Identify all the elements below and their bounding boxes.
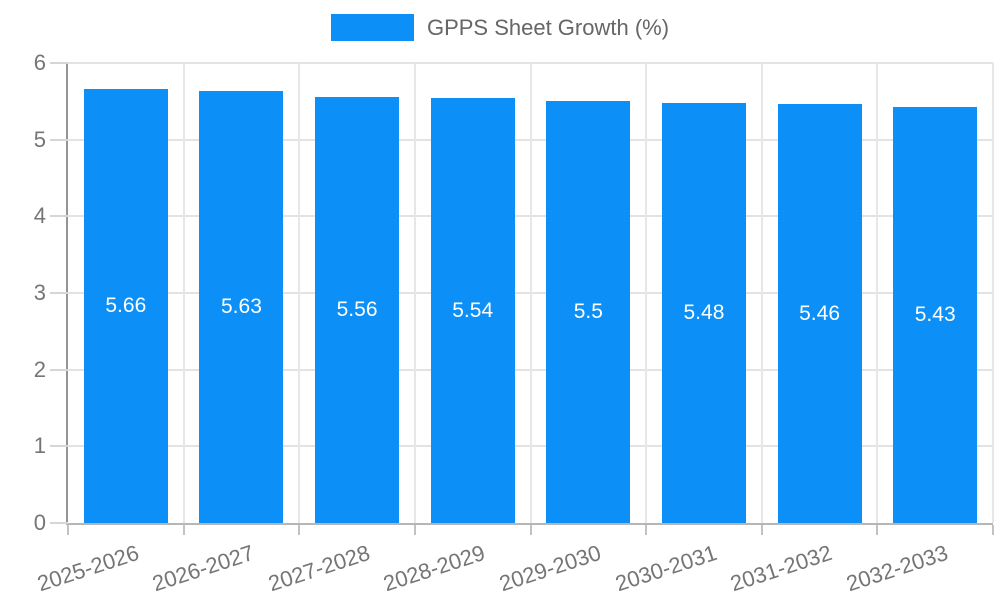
x-axis-tick [182,525,185,535]
bar[interactable]: 5.66 [83,89,168,523]
y-axis-tick-label: 5 [33,126,46,152]
gridline-vertical [182,63,185,523]
x-axis-label: 2028-2029 [380,540,489,597]
gridline-vertical [413,63,416,523]
bar-value-label: 5.46 [799,301,840,325]
plot-area: 5.66 5.63 5.56 5.54 5.5 5.48 5.46 5.43 [66,62,994,525]
bar[interactable]: 5.43 [893,106,978,523]
x-axis-tick [645,525,648,535]
x-axis-label: 2025-2026 [33,540,142,597]
y-axis-tick [50,368,68,371]
y-axis-tick-label: 0 [33,510,46,535]
y-axis-tick-label: 1 [33,433,46,459]
bar[interactable]: 5.46 [777,104,862,523]
y-axis-tick [50,138,68,141]
y-axis-tick-label: 6 [33,50,46,75]
bar-value-label: 5.66 [105,294,147,318]
bar[interactable]: 5.48 [661,102,746,523]
gridline-vertical [645,63,648,523]
x-axis-tick [67,525,69,535]
bar[interactable]: 5.54 [430,98,515,523]
x-axis-tick [760,525,763,535]
x-axis-label: 2030-2031 [611,540,720,597]
y-axis-tick [50,445,68,448]
y-axis-tick-label: 2 [33,356,46,382]
x-axis-label: 2031-2032 [727,540,836,597]
bar-value-label: 5.56 [336,297,378,321]
y-axis-tick [50,215,68,218]
bar-value-label: 5.48 [683,300,725,324]
y-axis-tick-label: 4 [33,203,46,229]
gridline-vertical [529,63,532,523]
x-axis-label: 2032-2033 [843,540,951,597]
gridline-vertical [760,63,763,523]
x-axis-tick [876,525,879,535]
y-axis-tick-label: 3 [33,280,46,305]
gridline-vertical [298,63,301,523]
gridline-vertical [876,63,879,523]
x-axis-tick [298,525,301,535]
x-axis-tick [529,525,532,535]
bar-value-label: 5.43 [914,302,956,326]
y-axis-tick [50,62,68,64]
x-axis-tick [992,525,994,535]
bar[interactable]: 5.56 [315,96,400,523]
y-axis-tick [50,292,68,294]
legend[interactable]: GPPS Sheet Growth (%) [0,14,1000,41]
x-axis-label: 2026-2027 [149,540,258,597]
bar-value-label: 5.63 [221,295,262,319]
gridline-vertical [992,63,994,523]
x-axis-label: 2027-2028 [264,540,373,597]
bar[interactable]: 5.63 [199,91,284,523]
legend-swatch [330,14,414,41]
bar-value-label: 5.5 [573,300,603,324]
bar-value-label: 5.54 [452,298,494,322]
y-axis-tick [50,522,68,524]
bar[interactable]: 5.5 [546,101,631,523]
legend-label: GPPS Sheet Growth (%) [426,14,670,40]
x-axis-tick [413,525,416,535]
x-axis-label: 2029-2030 [496,540,605,597]
